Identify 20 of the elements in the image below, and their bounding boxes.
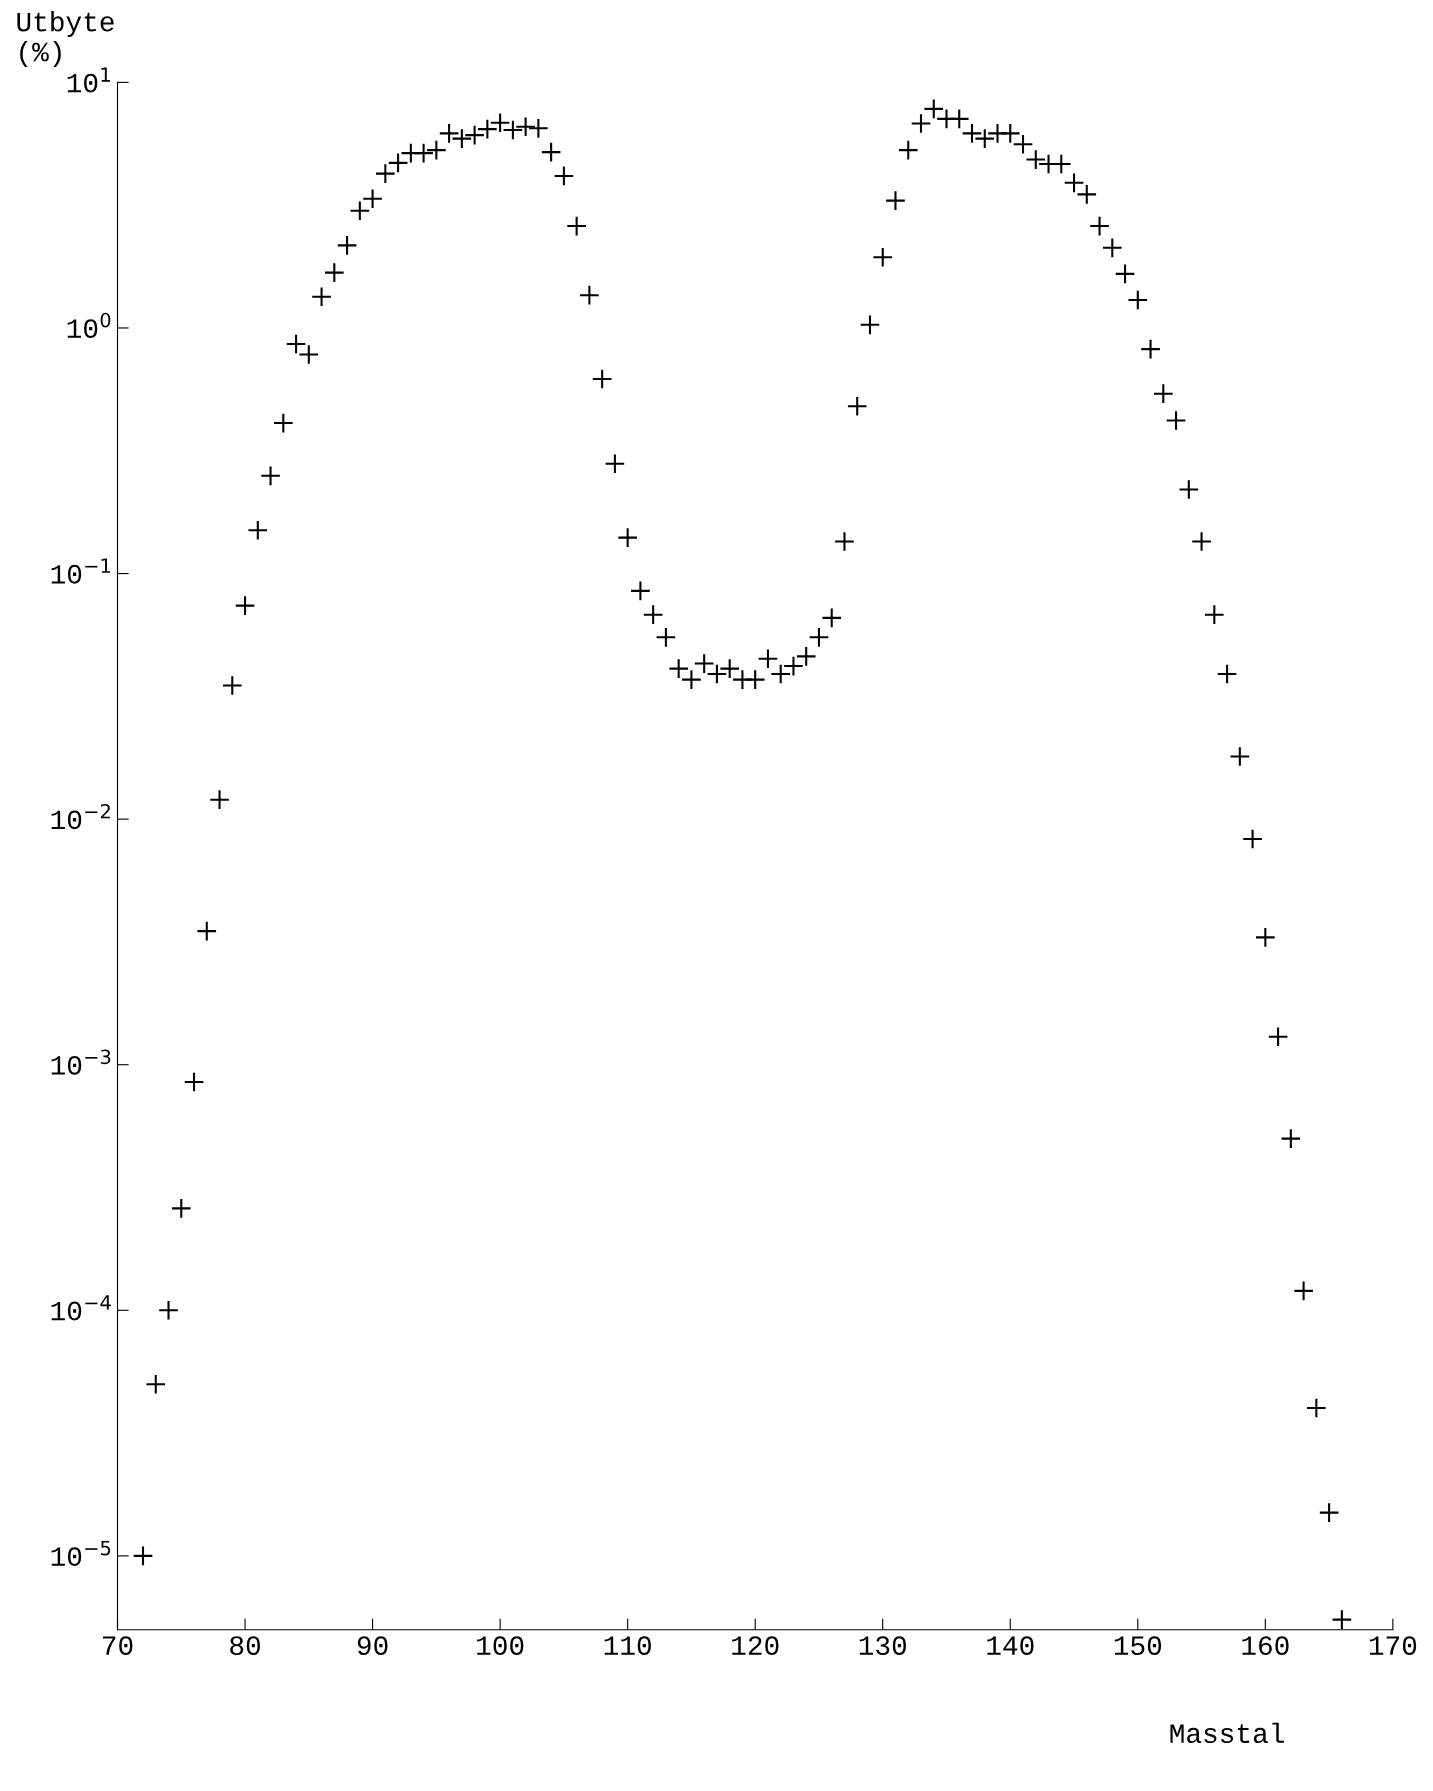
- x-tick-label: 120: [732, 1636, 779, 1656]
- y-tick-label: 10$^{−1}$: [51, 558, 111, 584]
- x-tick-label: 80: [230, 1636, 260, 1656]
- y-tick-label: 10$^{−2}$: [51, 803, 110, 830]
- x-tick-label: 150: [1114, 1636, 1162, 1656]
- y-tick-label: 10$^{−5}$: [51, 1540, 111, 1567]
- x-tick-label: 160: [1242, 1636, 1289, 1656]
- y-tick-label: 10$^{−3}$: [51, 1049, 111, 1075]
- y-tick-label: 10$^{1}$: [67, 67, 110, 93]
- x-tick-label: 90: [357, 1636, 388, 1656]
- y-axis-title: Utbyte (%): [17, 11, 114, 67]
- x-tick-label: 70: [102, 1636, 133, 1656]
- x-tick-label: 140: [987, 1636, 1034, 1656]
- x-axis-title: Masstal: [1170, 1722, 1284, 1744]
- x-tick-label: 130: [859, 1636, 907, 1656]
- y-tick-label: 10$^{0}$: [67, 312, 111, 339]
- x-tick-label: 100: [477, 1636, 524, 1656]
- x-tick-label: 110: [604, 1636, 651, 1656]
- y-tick-label: 10$^{−4}$: [51, 1295, 111, 1321]
- x-tick-label: 170: [1369, 1636, 1417, 1656]
